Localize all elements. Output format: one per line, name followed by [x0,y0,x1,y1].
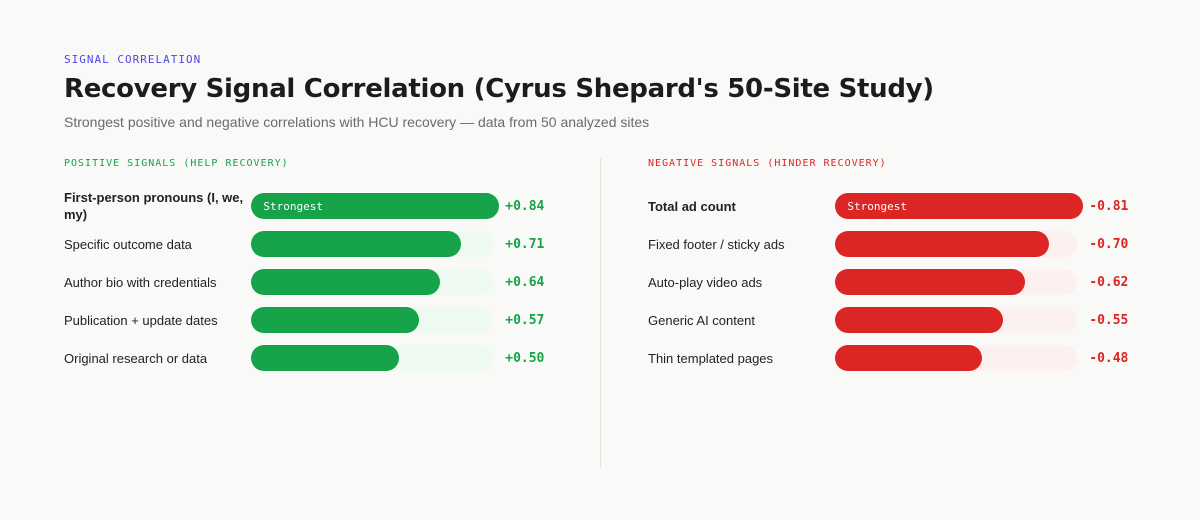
negative-signal-row: Generic AI content -0.55 [648,301,1138,339]
negative-signal-row: Total ad count Strongest -0.81 [648,187,1138,225]
negative-bar [835,269,1026,295]
negative-correlation-value: -0.62 [1089,274,1129,290]
positive-correlation-value: +0.64 [505,274,545,290]
negative-correlation-value: -0.81 [1089,198,1129,214]
eyebrow-label: SIGNAL CORRELATION [64,53,202,66]
negative-signal-label: Total ad count [648,198,736,214]
positive-correlation-value: +0.50 [505,350,545,366]
negative-signal-label: Generic AI content [648,312,755,328]
positive-bar [251,231,462,257]
negative-correlation-value: -0.55 [1089,312,1129,328]
positive-signal-row: First-person pronouns (I, we, my) Stronge… [64,187,554,225]
strongest-tag: Strongest [847,199,908,213]
negative-signals-panel: NEGATIVE SIGNALS (HINDER RECOVERY) Total… [648,158,1138,377]
positive-bar-track: Strongest [251,193,500,219]
positive-signal-label: Original research or data [64,350,208,366]
negative-signal-row: Auto-play video ads -0.62 [648,263,1138,301]
negative-signal-row: Thin templated pages -0.48 [648,339,1138,377]
strongest-tag: Strongest [263,199,324,213]
negative-bar-track [835,269,1078,295]
chart-title: Recovery Signal Correlation (Cyrus Shepa… [64,74,934,104]
positive-signal-label: Specific outcome data [64,236,192,252]
negative-signal-label: Fixed footer / sticky ads [648,236,785,252]
negative-bar-track [835,307,1078,333]
negative-signal-label: Auto-play video ads [648,274,763,290]
positive-signals-panel: POSITIVE SIGNALS (HELP RECOVERY) First-p… [64,158,554,377]
positive-signal-row: Publication + update dates +0.57 [64,301,554,339]
positive-bar-track [251,231,494,257]
negative-signals-list: Total ad count Strongest -0.81 Fixed footer… [648,187,1138,377]
positive-bar: Strongest [251,193,500,219]
negative-bar-track: Strongest [835,193,1084,219]
positive-signal-label: First-person pronouns (I, we, my) [64,190,244,222]
positive-bar [251,345,400,371]
positive-bar [251,269,441,295]
positive-bar-track [251,307,494,333]
positive-bar-track [251,345,494,371]
negative-bar [835,307,1004,333]
positive-signal-label: Publication + update dates [64,312,218,328]
positive-correlation-value: +0.84 [505,198,545,214]
signal-columns: POSITIVE SIGNALS (HELP RECOVERY) First-p… [64,158,1136,468]
column-divider [600,158,601,468]
negative-bar: Strongest [835,193,1084,219]
chart-subtitle: Strongest positive and negative correlat… [64,114,650,130]
negative-bar [835,231,1050,257]
negative-bar-track [835,345,1078,371]
positive-bar [251,307,420,333]
positive-bar-track [251,269,494,295]
positive-signal-row: Author bio with credentials +0.64 [64,263,554,301]
negative-bar [835,345,983,371]
negative-correlation-value: -0.70 [1089,236,1129,252]
positive-correlation-value: +0.71 [505,236,545,252]
positive-correlation-value: +0.57 [505,312,545,328]
negative-signals-heading: NEGATIVE SIGNALS (HINDER RECOVERY) [648,158,887,169]
positive-signal-row: Specific outcome data +0.71 [64,225,554,263]
negative-signal-label: Thin templated pages [648,350,774,366]
positive-signal-label: Author bio with credentials [64,274,217,290]
chart-card: SIGNAL CORRELATION Recovery Signal Corre… [64,53,1136,468]
negative-bar-track [835,231,1078,257]
negative-signal-row: Fixed footer / sticky ads -0.70 [648,225,1138,263]
negative-correlation-value: -0.48 [1089,350,1129,366]
positive-signals-heading: POSITIVE SIGNALS (HELP RECOVERY) [64,158,289,169]
positive-signals-list: First-person pronouns (I, we, my) Stronge… [64,187,554,377]
positive-signal-row: Original research or data +0.50 [64,339,554,377]
